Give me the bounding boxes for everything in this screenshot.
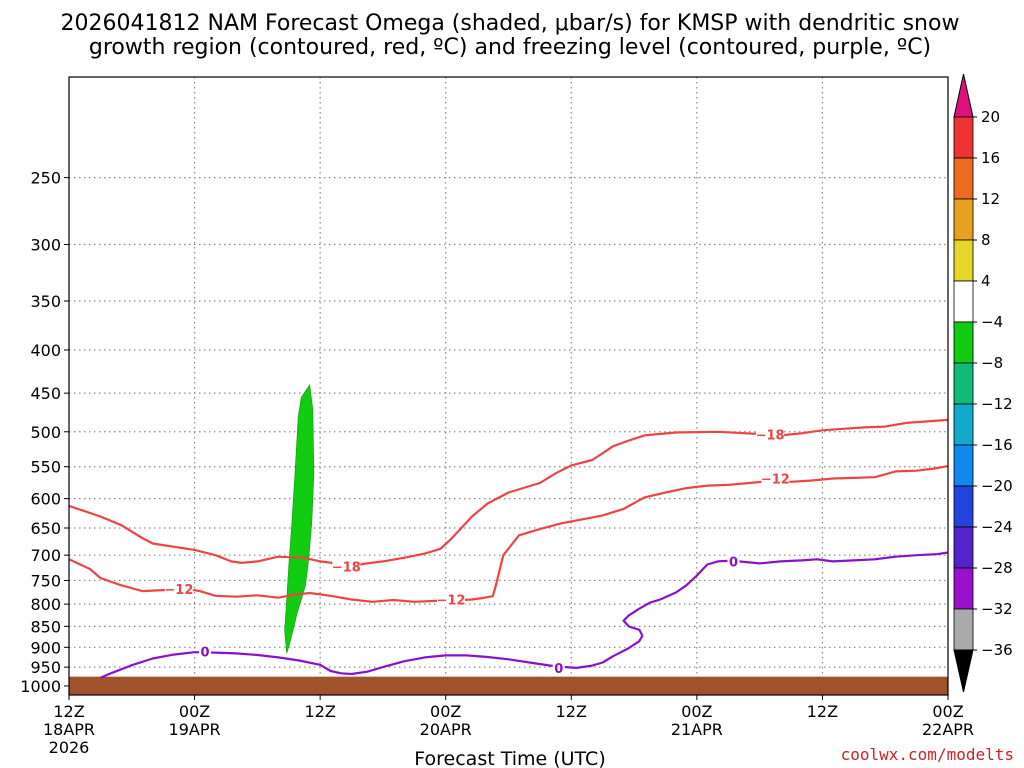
- y-tick-label: 500: [30, 423, 61, 442]
- x-tick-label: 00Z: [932, 702, 963, 721]
- colorbar-top-arrow: [953, 73, 974, 118]
- contour-label: 0: [729, 555, 738, 570]
- contour-label: −12: [164, 583, 193, 598]
- x-tick-label: 21APR: [671, 720, 723, 739]
- colorbar-label: 16: [981, 149, 1000, 167]
- x-tick-label: 00Z: [179, 702, 210, 721]
- x-tick-label: 00Z: [430, 702, 461, 721]
- x-tick-label: 22APR: [922, 720, 974, 739]
- colorbar-bin: [953, 526, 974, 569]
- y-tick-label: 850: [30, 617, 61, 636]
- y-tick-label: 400: [30, 341, 61, 360]
- contour-label: −12: [761, 473, 790, 488]
- colorbar-label: 4: [981, 272, 991, 290]
- contour-line: [99, 551, 949, 679]
- y-tick-label: 650: [30, 519, 61, 538]
- y-tick-label: 1000: [20, 677, 61, 696]
- colorbar-label: 8: [981, 231, 991, 249]
- x-tick-label: 12Z: [304, 702, 335, 721]
- x-tick-label: 19APR: [169, 720, 221, 739]
- plot-area: −18 −18 −12 −12 −12 0 0 0: [68, 76, 949, 696]
- chart-title-line-2: growth region (contoured, red, ºC) and f…: [89, 35, 931, 60]
- colorbar-bin: [953, 362, 974, 405]
- contour-line: [68, 418, 949, 568]
- colorbar-label: −32: [981, 600, 1013, 618]
- terrain-fill: [69, 676, 948, 695]
- colorbar-bin: [953, 198, 974, 241]
- colorbar-label: −8: [981, 354, 1003, 372]
- y-tick-label: 900: [30, 638, 61, 657]
- plot-background: [69, 77, 948, 695]
- colorbar-bin: [953, 280, 974, 323]
- x-tick-label: 00Z: [681, 702, 712, 721]
- contour-line: [68, 465, 949, 603]
- plot-frame: [68, 76, 949, 696]
- colorbar-bin: [953, 239, 974, 282]
- contour-label-background: [199, 643, 212, 659]
- colorbar-bin: [953, 485, 974, 528]
- y-tick-label: 750: [30, 571, 61, 590]
- y-tick-label: 350: [30, 292, 61, 311]
- colorbar-bin: [953, 321, 974, 364]
- contour-label-background: [436, 591, 465, 607]
- omega-colorbar: 20 16 12 8 4 −4 −8 −12 −16 −20 −24 −28 −32 −36: [953, 73, 1013, 693]
- x-tick-label: 12Z: [807, 702, 838, 721]
- y-tick-label: 550: [30, 458, 61, 477]
- contour-label-background: [727, 553, 740, 569]
- y-tick-label: 450: [30, 384, 61, 403]
- colorbar-label: 20: [981, 108, 1000, 126]
- contour-label: −18: [756, 429, 785, 444]
- colorbar-label: −4: [981, 313, 1003, 331]
- y-tick-label: 950: [30, 658, 61, 677]
- colorbar-bottom-arrow: [953, 649, 974, 693]
- colorbar-bin: [953, 157, 974, 200]
- y-tick-label: 700: [30, 546, 61, 565]
- contour-label-background: [761, 470, 790, 486]
- colorbar-label: −20: [981, 477, 1013, 495]
- contour-label-background: [164, 581, 193, 597]
- omega-shading-region: [284, 384, 315, 654]
- colorbar-label: −28: [981, 559, 1013, 577]
- x-tick-label: 20APR: [420, 720, 472, 739]
- x-tick-label: 12Z: [556, 702, 587, 721]
- y-axis: 250 300 350 400 450 500 550 600 650 700 750 800 850 9…: [20, 169, 69, 696]
- colorbar-label: −24: [981, 518, 1013, 536]
- colorbar-label: 12: [981, 190, 1000, 208]
- x-tick-label: 12Z: [53, 702, 84, 721]
- colorbar-bin: [953, 567, 974, 610]
- x-tick-label: 2026: [49, 738, 90, 757]
- contour-label-background: [552, 659, 565, 675]
- credit-text: coolwx.com/modelts: [841, 745, 1014, 764]
- contour-label: −18: [332, 561, 361, 576]
- contour-label: 0: [554, 662, 563, 677]
- colorbar-label: −16: [981, 436, 1013, 454]
- y-tick-label: 600: [30, 490, 61, 509]
- contour-label: −12: [436, 594, 465, 609]
- y-tick-label: 800: [30, 595, 61, 614]
- chart-title-line-1: 2026041812 NAM Forecast Omega (shaded, μ…: [61, 11, 960, 36]
- colorbar-bin: [953, 403, 974, 446]
- y-tick-label: 300: [30, 235, 61, 254]
- colorbar-bin: [953, 608, 974, 651]
- colorbar-bin: [953, 444, 974, 487]
- contour-label-background: [332, 558, 361, 574]
- y-tick-label: 250: [30, 169, 61, 188]
- colorbar-label: −36: [981, 641, 1013, 659]
- x-tick-label: 18APR: [43, 720, 95, 739]
- x-axis-label: Forecast Time (UTC): [414, 748, 605, 768]
- colorbar-label: −12: [981, 395, 1013, 413]
- contour-label-background: [756, 426, 785, 442]
- colorbar-bin: [953, 116, 974, 159]
- contour-label: 0: [201, 645, 210, 660]
